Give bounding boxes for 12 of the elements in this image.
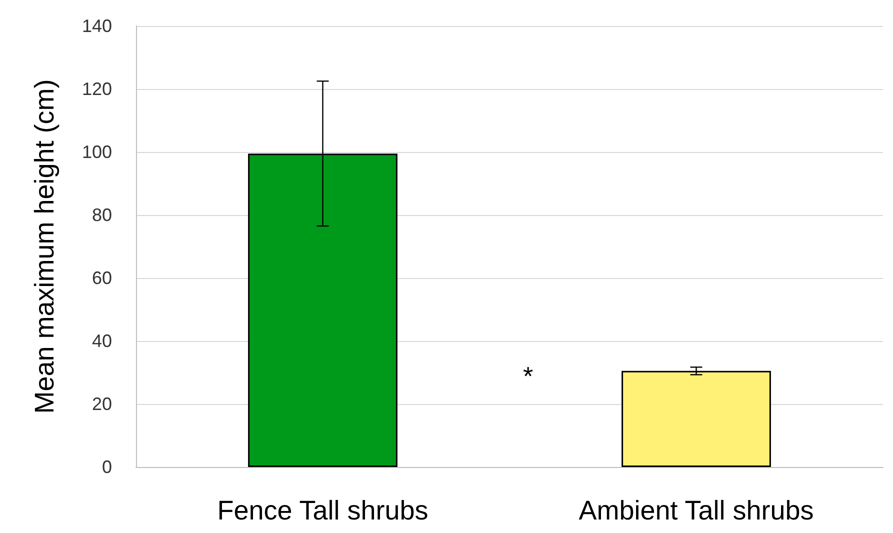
y-tick-label: 0 (102, 457, 112, 477)
y-tick-label: 60 (92, 268, 112, 288)
y-tick-label: 100 (82, 142, 112, 162)
y-tick-label: 20 (92, 394, 112, 414)
y-tick-label: 140 (82, 16, 112, 36)
y-tick-label: 80 (92, 205, 112, 225)
x-tick-label: Fence Tall shrubs (217, 496, 428, 526)
y-axis-title: Mean maximum height (cm) (30, 79, 60, 414)
x-tick-label: Ambient Tall shrubs (578, 496, 814, 526)
annotation: * (523, 361, 534, 391)
y-tick-label: 120 (82, 79, 112, 99)
y-tick-label: 40 (92, 331, 112, 351)
